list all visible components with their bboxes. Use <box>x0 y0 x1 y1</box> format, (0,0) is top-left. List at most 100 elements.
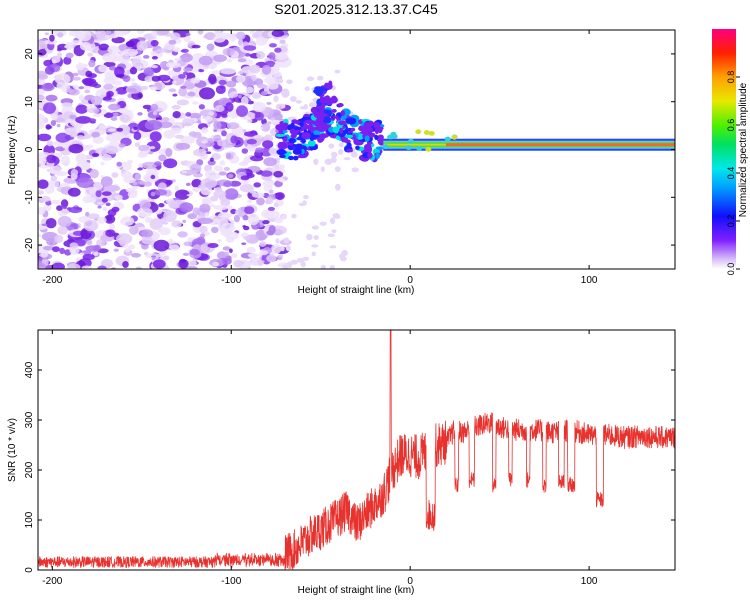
noise-blob <box>68 206 83 214</box>
noise-blob <box>182 219 187 223</box>
noise-blob <box>57 226 68 235</box>
noise-blob <box>38 262 47 269</box>
noise-blob <box>265 197 274 205</box>
y-tick-label: 0 <box>24 146 35 152</box>
noise-blob <box>246 118 253 124</box>
noise-blob <box>268 225 276 235</box>
noise-blob <box>38 190 44 195</box>
noise-blob <box>151 255 157 258</box>
noise-blob <box>78 30 92 42</box>
noise-blob <box>174 185 179 191</box>
noise-blob <box>246 78 254 86</box>
signal-blob <box>317 124 327 132</box>
noise-blob <box>129 226 139 235</box>
y-tick-label: -20 <box>24 237 35 252</box>
x-tick-label: -100 <box>221 576 241 587</box>
signal-blob <box>288 155 294 161</box>
noise-blob <box>189 163 202 174</box>
noise-blob <box>137 93 143 98</box>
noise-blob <box>137 167 143 171</box>
signal-blob <box>366 121 374 127</box>
noise-blob <box>150 51 158 56</box>
noise-blob <box>108 223 115 230</box>
noise-blob <box>105 229 116 237</box>
noise-blob <box>96 239 106 247</box>
noise-blob <box>92 136 104 144</box>
noise-blob <box>189 248 200 256</box>
snr-y-label: SNR (10 * v/v) <box>7 418 18 482</box>
noise-blob <box>69 114 77 120</box>
noise-blob <box>178 87 188 97</box>
noise-blob <box>131 58 142 68</box>
noise-blob <box>157 74 171 82</box>
faint-blob <box>273 95 279 103</box>
noise-blob <box>163 255 170 261</box>
noise-blob <box>253 135 264 139</box>
noise-blob <box>56 123 61 128</box>
signal-blob <box>344 134 354 139</box>
noise-blob <box>172 80 177 85</box>
y-tick-label: 10 <box>24 96 35 108</box>
noise-blob <box>211 153 221 160</box>
noise-blob <box>78 86 85 90</box>
noise-blob <box>181 114 187 120</box>
noise-blob <box>184 173 191 176</box>
noise-blob <box>38 113 46 125</box>
faint-blob <box>298 202 306 207</box>
noise-blob <box>122 125 131 132</box>
noise-blob <box>113 248 119 252</box>
noise-blob <box>85 245 100 252</box>
noise-blob <box>79 41 92 51</box>
noise-blob <box>220 198 231 207</box>
noise-blob <box>211 70 221 75</box>
y-tick-label: 300 <box>24 411 35 428</box>
noise-blob <box>209 157 214 162</box>
noise-blob <box>132 181 138 186</box>
faint-blob <box>306 76 315 82</box>
noise-blob <box>116 161 122 167</box>
noise-blob <box>101 197 108 203</box>
noise-blob <box>143 55 150 59</box>
y-tick-label: 0 <box>24 567 35 573</box>
noise-blob <box>146 167 159 178</box>
noise-blob <box>229 248 233 254</box>
signal-blob <box>290 122 295 129</box>
ridge-knot <box>407 138 414 144</box>
noise-blob <box>238 94 242 99</box>
signal-blob <box>306 119 316 125</box>
noise-blob <box>213 35 226 43</box>
faint-blob <box>274 164 280 170</box>
noise-blob <box>180 49 186 53</box>
noise-blob <box>247 214 260 226</box>
noise-blob <box>271 66 280 73</box>
noise-blob <box>116 54 131 64</box>
signal-blob <box>322 116 332 124</box>
signal-blob <box>293 126 302 130</box>
noise-blob <box>49 34 55 42</box>
signal-blob <box>355 145 360 151</box>
noise-blob <box>271 119 281 125</box>
faint-blob <box>295 100 302 104</box>
noise-blob <box>266 254 277 263</box>
noise-blob <box>40 250 49 258</box>
noise-blob <box>225 80 237 88</box>
noise-blob <box>241 96 249 106</box>
colorbar-tick-label: 0.0 <box>726 263 736 276</box>
noise-blob <box>116 233 133 245</box>
noise-blob <box>45 218 57 229</box>
noise-blob <box>76 177 94 188</box>
signal-blob <box>299 120 304 128</box>
noise-blob <box>197 120 202 124</box>
noise-blob <box>111 206 120 212</box>
noise-blob <box>153 161 162 167</box>
noise-blob <box>75 116 92 124</box>
noise-blob <box>149 86 158 91</box>
noise-blob <box>105 202 111 207</box>
x-tick-label: -200 <box>42 576 62 587</box>
noise-blob <box>75 153 86 164</box>
noise-blob <box>168 238 174 243</box>
faint-blob <box>302 256 310 261</box>
noise-blob <box>103 83 114 90</box>
faint-blob <box>331 151 338 158</box>
noise-blob <box>172 111 181 119</box>
